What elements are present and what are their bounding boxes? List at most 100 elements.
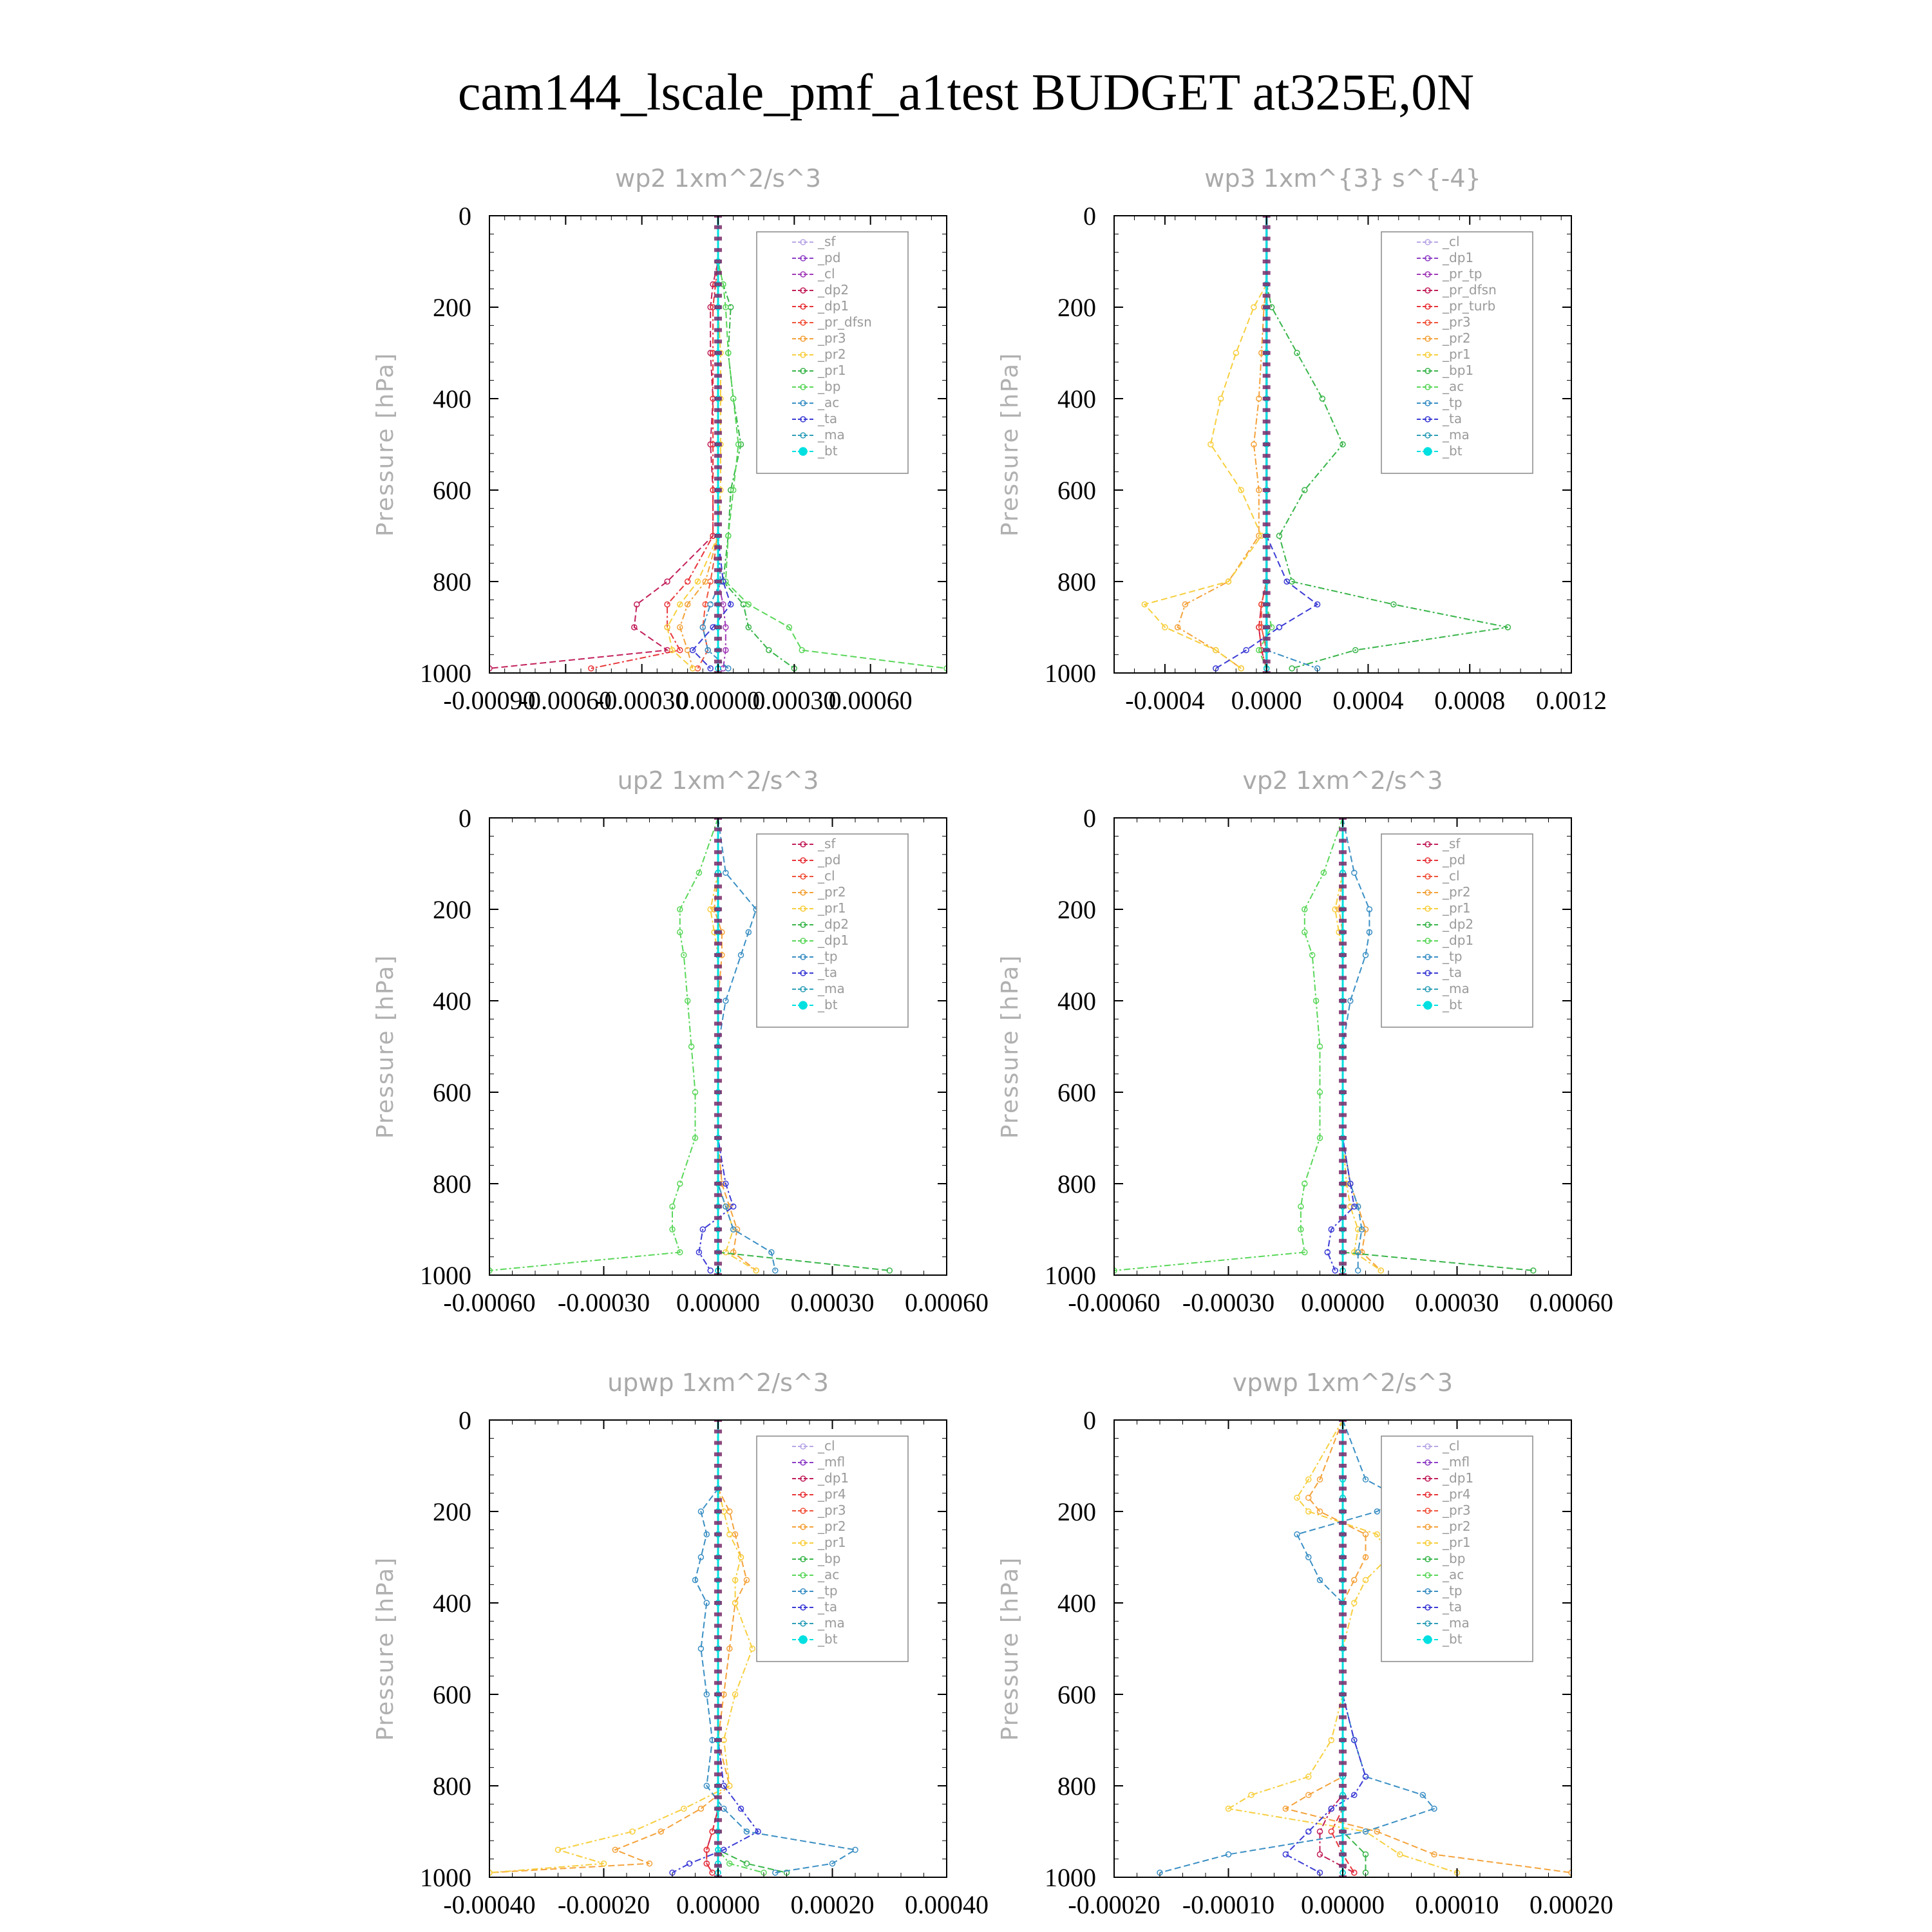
zero-marker: [1339, 1262, 1347, 1266]
series-point-dp1: [1309, 952, 1316, 958]
zero-marker: [714, 976, 722, 980]
series-point-bp: [730, 487, 737, 493]
series-point-pr2: [743, 1577, 750, 1584]
zero-marker: [1339, 1079, 1347, 1083]
series-point-pr1: [726, 1531, 733, 1538]
series-point-pr2: [726, 1508, 733, 1515]
series-point-tp: [1225, 1851, 1232, 1858]
legend-marker-bt: [1423, 447, 1432, 456]
series-line-ta: [672, 1420, 759, 1873]
series-point-dp1: [677, 647, 683, 654]
series-line-tp: [1342, 818, 1370, 1271]
zero-marker: [1262, 568, 1271, 573]
zero-marker: [714, 1101, 722, 1106]
legend-marker-tp: [1425, 1588, 1431, 1595]
legend-marker-ma: [800, 1620, 806, 1627]
legend-marker-mfl: [1425, 1459, 1431, 1466]
zero-marker: [1339, 1486, 1347, 1491]
chart-panel-2: up2 1xm^2/s^3 Pressure [hPa] -0.00060 -0.00…: [372, 766, 989, 1317]
zero-marker: [1339, 1147, 1347, 1151]
series-point-dp1: [688, 1043, 695, 1050]
series-point-bp1: [1289, 665, 1295, 672]
zero-marker: [714, 1795, 722, 1799]
zero-marker: [1262, 270, 1271, 275]
legend-marker-bp: [800, 384, 806, 390]
zero-marker: [1339, 1101, 1347, 1106]
series-point-dp1: [1316, 1089, 1323, 1095]
series-point-pr1: [1162, 624, 1168, 630]
series-point-pr2: [1362, 1554, 1369, 1560]
zero-marker: [1339, 1520, 1347, 1525]
zero-marker: [1339, 850, 1347, 855]
zero-marker: [1262, 659, 1271, 664]
series-point-tp: [1362, 1828, 1369, 1835]
legend-label-dp2: _dp2: [817, 282, 849, 298]
y-axis-label: Pressure [hPa]: [372, 954, 399, 1139]
legend-box: [1381, 1435, 1533, 1662]
legend-marker-pr_turb: [1425, 303, 1431, 310]
zero-marker: [714, 1749, 722, 1754]
panel-title: vpwp 1xm^2/s^3: [1233, 1368, 1453, 1397]
zero-marker: [1339, 918, 1347, 923]
x-tick-label: -0.00030: [596, 686, 688, 715]
zero-marker: [1339, 873, 1347, 877]
zero-marker: [714, 1113, 722, 1117]
zero-marker: [1339, 1124, 1347, 1129]
series-point-tp: [1294, 1531, 1300, 1538]
zero-marker: [714, 580, 722, 583]
y-tick-label: 400: [1057, 987, 1096, 1016]
legend-box: [756, 231, 909, 474]
series-point-pr1: [1217, 395, 1224, 402]
zero-marker: [714, 1830, 722, 1833]
series-point-tp: [1374, 1508, 1381, 1515]
zero-marker: [714, 1033, 722, 1037]
zero-marker: [714, 1475, 722, 1479]
legend-marker-tp: [1425, 400, 1431, 406]
legend-label-dp1: _dp1: [817, 933, 849, 948]
legend: _sf_pd_cl_dp2_dp1_pr_dfsn_pr3_pr2_pr1_bp…: [756, 231, 909, 474]
series-point-tp: [737, 952, 744, 958]
zero-marker: [714, 625, 722, 629]
legend-marker-cl: [1425, 873, 1431, 880]
zero-marker: [1339, 1021, 1347, 1026]
series-point-ta: [1328, 1805, 1335, 1812]
zero-marker: [714, 1182, 722, 1186]
legend-marker-ta: [1425, 1604, 1431, 1611]
x-tick-label: 0.00000: [676, 1890, 760, 1919]
legend-label-cl: _cl: [817, 1438, 835, 1454]
zero-marker: [714, 465, 722, 469]
zero-marker: [714, 838, 722, 843]
zero-marker: [1339, 1703, 1347, 1708]
zero-marker: [1262, 374, 1271, 378]
series-point-pr2: [732, 1531, 739, 1538]
legend-label-pr4: _pr4: [817, 1486, 846, 1502]
zero-marker: [714, 862, 722, 866]
legend-marker-dp1: [800, 1475, 806, 1482]
zero-marker: [714, 1090, 722, 1094]
legend-label-ac: _ac: [1442, 1567, 1464, 1582]
legend-marker-ta: [1425, 416, 1431, 422]
zero-marker: [714, 1520, 722, 1525]
series-point-dp1: [692, 1089, 699, 1095]
series-point-pr2: [1568, 1870, 1571, 1876]
series-point-pr2: [1374, 1828, 1381, 1835]
zero-marker: [1339, 964, 1347, 969]
zero-marker: [714, 260, 722, 263]
legend-label-ta: _ta: [817, 965, 837, 980]
legend-marker-cl: [800, 1443, 806, 1450]
legend-label-mfl: _mfl: [817, 1454, 845, 1470]
legend: _sf_pd_cl_pr2_pr1_dp2_dp1_tp_ta_ma_bt: [756, 833, 909, 1028]
zero-marker: [714, 328, 722, 332]
series-point-tp: [745, 929, 752, 936]
zero-marker: [1339, 930, 1347, 934]
zero-marker: [714, 1216, 722, 1220]
y-tick-label: 1000: [420, 1261, 471, 1290]
zero-marker: [1262, 397, 1271, 401]
zero-marker: [1339, 1010, 1347, 1014]
series-point-dp2: [886, 1267, 893, 1274]
zero-marker: [714, 1021, 722, 1026]
series-line-pr1: [1143, 216, 1267, 669]
legend-marker-ma: [800, 432, 806, 439]
